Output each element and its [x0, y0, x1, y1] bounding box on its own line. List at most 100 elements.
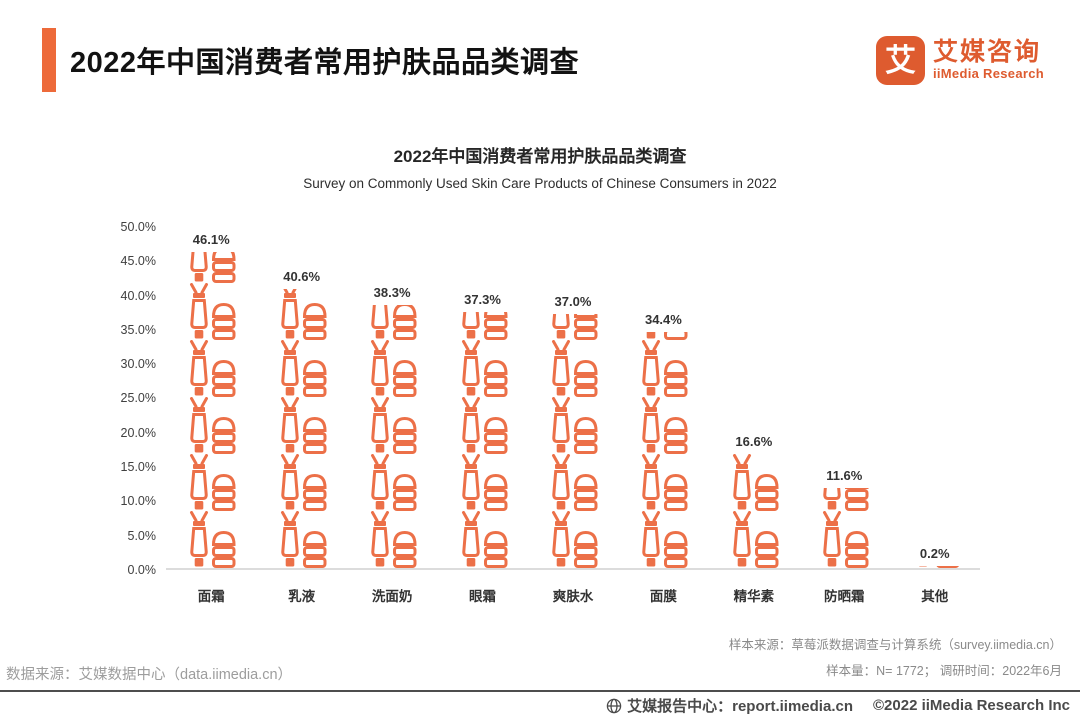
bar-value-label: 37.0% — [554, 294, 592, 309]
category-label: 眼霜 — [469, 589, 497, 604]
pictogram-stack — [637, 332, 689, 568]
bottom-bar: 艾媒报告中心：report.iimedia.cn ©2022 iiMedia R… — [0, 692, 1080, 720]
cosmetic-tube-and-jar-icon — [461, 312, 508, 340]
cosmetic-tube-and-jar-icon — [823, 511, 869, 568]
footer-divider — [0, 690, 1080, 692]
cosmetic-tube-and-jar-icon — [732, 511, 779, 568]
sample-source-note: 样本来源：草莓派数据调查与计算系统（survey.iimedia.cn） — [728, 637, 1062, 652]
title-accent-bar — [42, 28, 56, 92]
y-axis-tick: 20.0% — [120, 425, 156, 440]
chart-title: 2022年中国消费者常用护肤品品类调查 — [393, 147, 687, 166]
y-axis-tick: 15.0% — [120, 460, 156, 475]
cosmetic-tube-and-jar-icon — [461, 511, 508, 568]
bar-value-label: 38.3% — [373, 285, 411, 300]
category-label: 面霜 — [197, 589, 225, 604]
cosmetic-tube-and-jar-icon — [551, 511, 598, 568]
sample-notes: 样本来源：草莓派数据调查与计算系统（survey.iimedia.cn） 样本量… — [729, 632, 1062, 685]
cosmetic-tube-and-jar-icon — [642, 454, 688, 511]
cosmetic-tube-and-jar-icon — [647, 332, 688, 340]
pictogram-stack — [818, 488, 870, 568]
cosmetic-tube-and-jar-icon — [461, 340, 508, 397]
cosmetic-tube-and-jar-icon — [190, 340, 236, 397]
cosmetic-tube-and-jar-icon — [551, 454, 598, 511]
cosmetic-tube-and-jar-icon — [371, 397, 417, 454]
y-axis-tick: 30.0% — [120, 357, 156, 372]
report-center-text: 艾媒报告中心：report.iimedia.cn — [627, 698, 853, 715]
cosmetic-tube-and-jar-icon — [823, 488, 869, 511]
logo-glyph: 艾 — [884, 42, 916, 78]
cosmetic-tube-and-jar-icon — [280, 454, 327, 511]
copyright-text: ©2022 iiMedia Research Inc — [873, 697, 1070, 714]
bar-slot: 46.1% — [166, 227, 256, 568]
cosmetic-tube-and-jar-icon — [190, 283, 236, 340]
iimedia-logo-icon: 艾 — [875, 35, 925, 85]
cosmetic-tube-and-jar-icon — [642, 397, 688, 454]
y-axis: 50.0% 45.0% 40.0% 35.0% 30.0% 25.0% 20.0% 15.0%… — [104, 219, 156, 578]
pictogram-stack — [547, 314, 599, 568]
pictogram-stack — [728, 454, 780, 568]
logo-text: 艾媒咨询 iiMedia Research — [932, 37, 1044, 82]
cosmetic-tube-and-jar-icon — [371, 454, 417, 511]
bar — [276, 289, 328, 568]
logo-name-en: iiMedia Research — [932, 66, 1044, 82]
cosmetic-tube-and-jar-icon — [190, 511, 236, 568]
report-center: 艾媒报告中心：report.iimedia.cn — [606, 695, 853, 716]
logo-name-cn: 艾媒咨询 — [932, 37, 1041, 66]
page-title: 2022年中国消费者常用护肤品品类调查 — [70, 47, 580, 79]
bar — [457, 312, 509, 568]
plot-area: 46.1% 40.6% 38.3% 37.3% 37.0% 34.4% 16.6% 11.6%… — [166, 227, 980, 605]
cosmetic-tube-and-jar-icon — [190, 252, 236, 283]
cosmetic-tube-and-jar-icon — [732, 454, 779, 511]
bar-slot: 40.6% — [256, 227, 346, 568]
bar-slot: 11.6% — [799, 227, 889, 568]
cosmetic-tube-and-jar-icon — [190, 454, 236, 511]
x-axis-labels: 面霜 乳液 洗面奶 眼霜 爽肤水 面膜 精华素 防晒霜 其他 — [166, 570, 980, 605]
category-label: 防晒霜 — [824, 589, 865, 604]
cosmetic-tube-and-jar-icon — [918, 566, 959, 568]
category-label: 爽肤水 — [552, 589, 594, 604]
y-axis-tick: 35.0% — [120, 322, 156, 337]
pictogram-stack — [366, 305, 418, 568]
cosmetic-tube-and-jar-icon — [280, 340, 327, 397]
bar-slot: 34.4% — [618, 227, 708, 568]
cosmetic-tube-and-jar-icon — [280, 397, 327, 454]
bar-slot: 38.3% — [347, 227, 437, 568]
bar-value-label: 40.6% — [283, 269, 321, 284]
bar-value-label: 34.4% — [644, 312, 682, 327]
bar — [909, 566, 961, 568]
footer: 数据来源：艾媒数据中心（data.iimedia.cn） 样本来源：草莓派数据调… — [0, 632, 1080, 720]
cosmetic-tube-and-jar-icon — [280, 511, 327, 568]
bar-slot: 37.3% — [437, 227, 527, 568]
cosmetic-tube-and-jar-icon — [280, 289, 327, 340]
bar-slot: 0.2% — [890, 227, 980, 568]
category-label: 洗面奶 — [371, 589, 413, 604]
bar-value-label: 37.3% — [464, 292, 501, 307]
y-axis-tick: 50.0% — [120, 220, 156, 234]
bar-value-label: 0.2% — [919, 546, 950, 561]
bar-value-label: 16.6% — [735, 434, 773, 449]
cosmetic-tube-and-jar-icon — [552, 314, 598, 340]
sample-info-note: 样本量：N= 1772； 调研时间：2022年6月 — [826, 663, 1062, 678]
y-axis-tick: 0.0% — [127, 562, 157, 577]
bar — [366, 305, 418, 568]
globe-icon — [606, 698, 622, 713]
y-axis-tick: 25.0% — [120, 391, 156, 406]
header: 2022年中国消费者常用护肤品品类调查 艾 艾媒咨询 iiMedia Resea… — [0, 0, 1080, 92]
bar-value-label: 46.1% — [192, 232, 230, 247]
y-axis-tick: 40.0% — [120, 288, 156, 303]
iimedia-logo: 艾 艾媒咨询 iiMedia Research — [875, 35, 1044, 85]
bar — [728, 454, 780, 568]
pictogram-stack — [276, 289, 328, 568]
bar-value-label: 11.6% — [826, 468, 863, 483]
pictogram-stack — [457, 312, 509, 568]
cosmetic-tube-and-jar-icon — [371, 305, 417, 340]
y-axis-tick: 5.0% — [127, 528, 157, 543]
cosmetic-tube-and-jar-icon — [461, 454, 508, 511]
cosmetic-tube-and-jar-icon — [551, 397, 598, 454]
bar — [547, 314, 599, 568]
y-axis-tick: 45.0% — [120, 254, 156, 269]
bar-slot: 37.0% — [528, 227, 618, 568]
chart-subtitle: Survey on Commonly Used Skin Care Produc… — [303, 176, 777, 191]
bar-chart: 50.0% 45.0% 40.0% 35.0% 30.0% 25.0% 20.0% 15.0%… — [0, 220, 1080, 605]
